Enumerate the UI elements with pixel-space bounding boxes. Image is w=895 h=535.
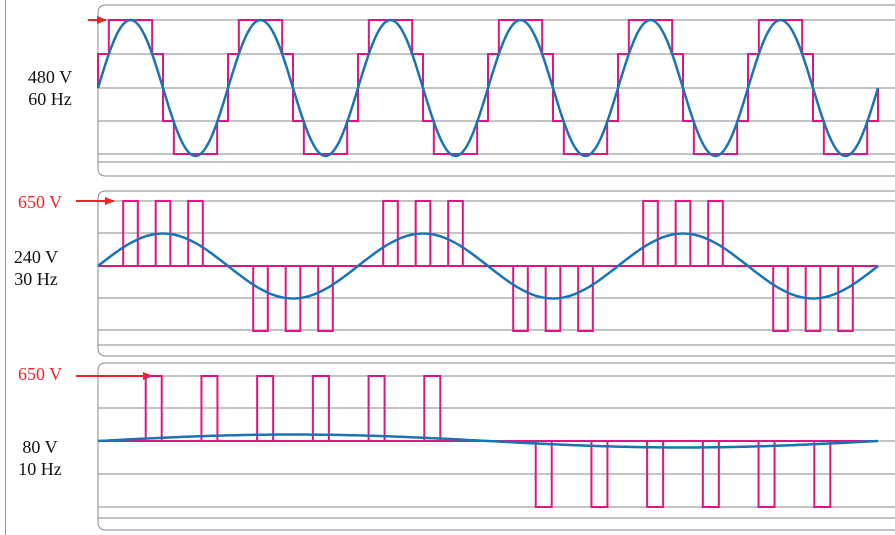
pwm-pulse [590,441,609,508]
panel-top [88,4,895,177]
pwm-pulse [642,200,659,266]
pwm-pulse [423,375,442,441]
pwm-pulse [646,441,665,508]
pwm-pulse [187,200,204,266]
pwm-pulse [122,200,139,266]
sine-wave [97,232,879,300]
panel-frame [97,4,895,177]
panel-middle-frequency-label: 30 Hz [14,269,58,289]
pwm-pulse [707,200,724,266]
panel-bottom-frequency-label: 10 Hz [18,459,62,479]
pwm-pulse [256,375,275,441]
pwm-pulse [200,375,219,441]
panel-bottom-voltage-label: 80 V [22,437,58,457]
panel-top-voltage-label: 480 V [27,67,73,87]
pwm-pulse [701,441,720,508]
panel-middle-voltage-label: 240 V [13,247,59,267]
sine-wave [96,18,880,158]
pwm-pulse [772,266,789,332]
left-rule [5,0,6,535]
sine-wave [97,433,879,449]
pwm-pulse [837,266,854,332]
pwm-pulse [512,266,529,332]
pwm-pulse [757,441,776,508]
panel-frame [97,190,895,357]
pwm-pulse [577,266,594,332]
pwm-pulse [311,375,330,441]
panel-middle [76,190,895,357]
panel-top-frequency-label: 60 Hz [28,89,72,109]
pwm-pulse [534,441,553,508]
panel-middle-arrow-label: 650 V [18,192,63,212]
pwm-pulse [382,200,399,266]
pwm-pulse [367,375,386,441]
pwm-pulse [144,375,163,441]
pwm-pulse [813,441,832,508]
pwm-pulse [447,200,464,266]
pwm-pulse [252,266,269,332]
panel-bottom-arrow-label: 650 V [18,364,63,384]
panel-bottom [76,362,895,531]
panel-frame [97,362,895,531]
pwm-pulse [317,266,334,332]
